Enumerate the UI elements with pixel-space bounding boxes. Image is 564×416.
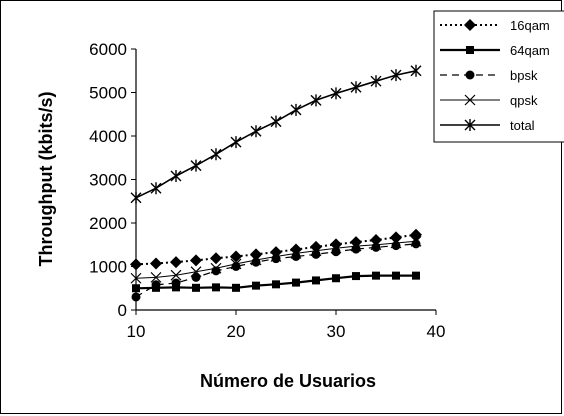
data-point-total	[250, 125, 262, 138]
x-tick-label: 20	[227, 322, 246, 341]
data-point-qpsk	[190, 266, 202, 278]
data-point-total	[190, 159, 202, 172]
legend-label-bpsk: bpsk	[510, 68, 538, 83]
y-tick-label: 6000	[89, 40, 127, 59]
data-point-qpsk	[150, 271, 162, 283]
data-point-qpsk	[210, 262, 222, 274]
data-point-16qam	[170, 256, 182, 269]
data-point-total	[390, 69, 402, 82]
ticks-layer: 0 1000 2000 3000 4000 5000 6000 10 20 30 40	[89, 40, 445, 341]
y-tick-label: 2000	[89, 214, 127, 233]
data-point-qpsk	[230, 258, 242, 270]
data-point-bpsk	[151, 280, 161, 290]
data-point-total	[170, 170, 182, 183]
data-point-16qam	[350, 236, 362, 249]
data-point-total	[310, 94, 322, 107]
legend-box	[433, 10, 564, 143]
data-point-16qam	[130, 258, 142, 271]
data-point-16qam	[410, 228, 422, 241]
data-point-16qam	[230, 250, 242, 263]
data-point-64qam	[312, 276, 320, 285]
data-point-64qam	[392, 271, 400, 280]
data-point-16qam	[150, 257, 162, 270]
data-point-total	[370, 75, 382, 88]
data-point-64qam	[292, 278, 300, 287]
data-point-64qam	[352, 272, 360, 281]
y-axis-title: Throughput (kbits/s)	[36, 92, 56, 267]
data-point-64qam	[332, 274, 340, 283]
data-point-bpsk	[351, 244, 361, 254]
x-axis-title: Número de Usuarios	[200, 371, 376, 391]
legend-marker-16qam	[464, 19, 476, 31]
data-point-qpsk	[310, 245, 322, 257]
y-tick-label: 3000	[89, 171, 127, 190]
data-point-qpsk	[370, 239, 382, 251]
y-tick-label: 0	[118, 301, 127, 320]
data-point-16qam	[330, 238, 342, 251]
data-point-bpsk	[331, 247, 341, 257]
y-tick-label: 4000	[89, 127, 127, 146]
data-point-64qam	[192, 283, 200, 292]
legend-marker-64qam	[466, 46, 474, 54]
data-point-qpsk	[250, 254, 262, 266]
data-point-qpsk	[270, 251, 282, 262]
legend-marker-qpsk	[464, 94, 476, 106]
legend-label-16qam: 16qam	[510, 18, 550, 33]
data-point-bpsk	[131, 292, 141, 302]
data-point-64qam	[372, 271, 380, 280]
data-point-64qam	[132, 284, 140, 293]
data-point-16qam	[270, 246, 282, 259]
data-point-16qam	[370, 233, 382, 246]
x-tick-label: 10	[127, 322, 146, 341]
data-point-16qam	[210, 252, 222, 265]
data-point-16qam	[190, 254, 202, 267]
data-point-qpsk	[390, 237, 402, 249]
legend-label-qpsk: qpsk	[510, 93, 538, 108]
legend-label-64qam: 64qam	[510, 43, 550, 58]
data-point-bpsk	[311, 249, 321, 259]
data-point-64qam	[412, 271, 420, 280]
data-point-64qam	[272, 280, 280, 289]
data-point-qpsk	[170, 269, 182, 281]
data-point-total	[210, 148, 222, 161]
data-point-total	[270, 115, 282, 128]
legend-marker-bpsk	[465, 70, 475, 80]
data-point-total	[410, 64, 422, 77]
data-point-qpsk	[130, 272, 142, 284]
data-point-qpsk	[330, 242, 342, 254]
legend-marker-total	[464, 119, 476, 131]
y-tick-label: 1000	[89, 258, 127, 277]
data-point-total	[130, 191, 142, 204]
x-tick-label: 40	[427, 322, 446, 341]
x-tick-label: 30	[327, 322, 346, 341]
data-point-qpsk	[350, 240, 362, 252]
data-point-total	[230, 136, 242, 149]
data-point-qpsk	[410, 235, 422, 247]
data-point-64qam	[232, 283, 240, 292]
data-point-total	[150, 182, 162, 195]
data-point-qpsk	[290, 248, 302, 259]
data-point-total	[350, 81, 362, 94]
data-point-bpsk	[171, 278, 181, 288]
data-point-64qam	[212, 283, 220, 292]
y-tick-label: 5000	[89, 84, 127, 103]
series-layer	[130, 64, 422, 302]
data-point-total	[330, 87, 342, 100]
data-point-64qam	[252, 281, 260, 290]
legend: 16qam 64qam bpsk qpsk total	[433, 10, 564, 143]
data-point-bpsk	[191, 272, 201, 282]
data-point-total	[290, 103, 302, 116]
legend-label-total: total	[510, 118, 535, 133]
